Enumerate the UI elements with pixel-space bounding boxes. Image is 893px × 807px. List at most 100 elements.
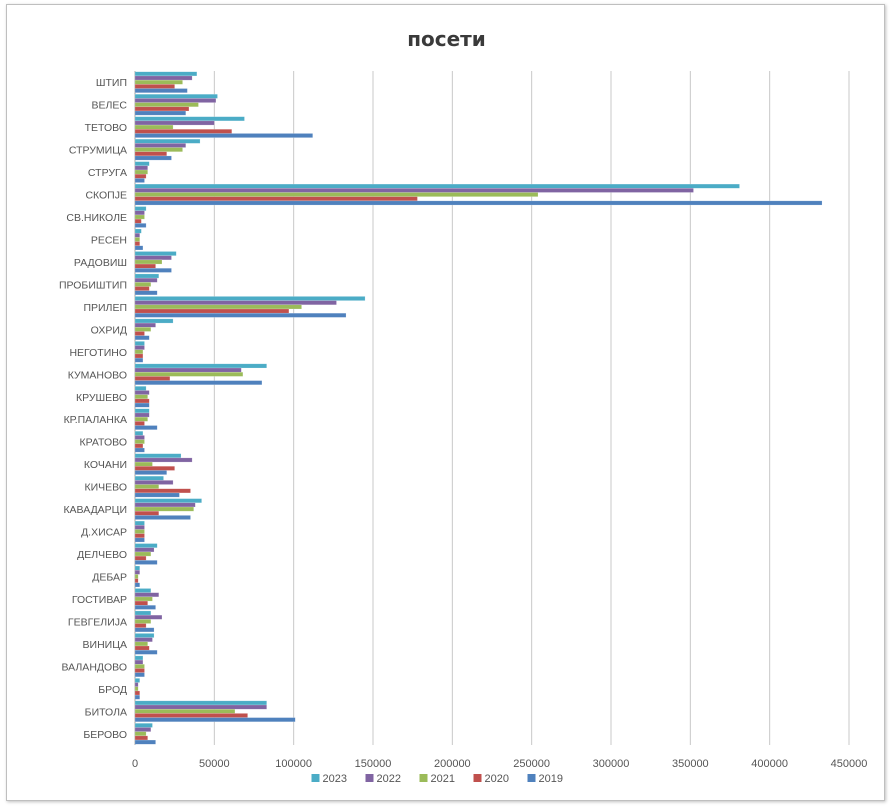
category-label: СВ.НИКОЛЕ <box>66 212 127 224</box>
bar-2022-ОХРИД <box>134 322 156 328</box>
bar-2022-БИТОЛА <box>134 704 267 710</box>
bar-2023-Д.ХИСАР <box>134 520 145 526</box>
tick-labels: 0 50000 100000 150000 200000 250000 300000 3500… <box>132 758 867 770</box>
bar-2022-ГОСТИВАР <box>134 592 160 598</box>
bar-2019-ШТИП <box>134 88 188 93</box>
bar-2022-ГЕВГЕЛИЈА <box>134 614 163 620</box>
bar-2023-РЕСЕН <box>134 228 142 234</box>
legend-swatch-2020 <box>473 774 482 782</box>
bar-2020-КРУШЕВО <box>134 398 150 404</box>
x-tick-label: 450000 <box>831 758 868 770</box>
bar-2020-РАДОВИШ <box>134 263 156 269</box>
bar-2020-СТРУГА <box>134 173 147 179</box>
bar-2020-ТЕТОВО <box>134 129 233 134</box>
category-label: КРАТОВО <box>79 437 127 449</box>
bar-2020-ПРИЛЕП <box>134 308 290 314</box>
bar-2022-РЕСЕН <box>134 232 141 238</box>
bar-2022-ВЕЛЕС <box>134 98 217 103</box>
bar-2019-НЕГОТИНО <box>134 357 144 363</box>
category-label: РАДОВИШ <box>74 257 127 269</box>
category-label: ШТИП <box>96 77 127 89</box>
category-label: ВЕЛЕС <box>92 100 128 112</box>
legend-swatch-2023 <box>311 774 320 782</box>
bar-2021-БЕРОВО <box>134 731 147 737</box>
bar-2020-Д.ХИСАР <box>134 533 145 539</box>
bar-2020-ГЕВГЕЛИЈА <box>134 623 147 628</box>
chart-title: посети <box>407 27 486 51</box>
bar-2023-КАВАДАРЦИ <box>134 498 202 504</box>
bar-2021-ПРИЛЕП <box>134 304 302 310</box>
bar-2023-ПРОБИШТИП <box>134 273 160 279</box>
legend-label-2019: 2019 <box>539 773 563 785</box>
bar-2021-СКОПЈЕ <box>134 192 539 197</box>
x-tick-label: 400000 <box>751 758 788 770</box>
bar-2020-ДЕБАР <box>134 578 139 584</box>
bar-2019-ТЕТОВО <box>134 133 313 138</box>
bar-2019-ОХРИД <box>134 335 150 341</box>
category-label: СТРУМИЦА <box>69 145 127 157</box>
bar-2021-КИЧЕВО <box>134 484 160 489</box>
bar-2022-КУМАНОВО <box>134 367 242 373</box>
gridlines <box>134 71 850 745</box>
bar-2022-СТРУМИЦА <box>134 143 187 148</box>
bar-2021-Д.ХИСАР <box>134 529 145 534</box>
category-label: КУМАНОВО <box>68 369 127 381</box>
bar-2023-БИТОЛА <box>134 700 267 706</box>
bar-2019-КУМАНОВО <box>134 380 263 386</box>
bar-2020-КОЧАНИ <box>134 466 175 471</box>
bar-2023-ВЕЛЕС <box>134 93 218 99</box>
bar-2023-КРУШЕВО <box>134 386 147 391</box>
bar-2021-ШТИП <box>134 79 183 85</box>
bar-2020-СВ.НИКОЛЕ <box>134 218 142 224</box>
category-label: КАВАДАРЦИ <box>63 504 127 516</box>
bar-2023-ШТИП <box>134 71 198 77</box>
bar-2021-ДЕБАР <box>134 574 139 579</box>
bar-2019-СКОПЈЕ <box>134 200 823 206</box>
category-label: ГОСТИВАР <box>72 594 127 606</box>
bar-2019-КОЧАНИ <box>134 470 167 475</box>
bar-2021-СТРУГА <box>134 169 148 175</box>
bar-2020-СТРУМИЦА <box>134 151 167 157</box>
bar-2020-ГОСТИВАР <box>134 600 148 606</box>
x-tick-label: 100000 <box>275 758 312 770</box>
bar-2022-ДЕБАР <box>134 569 141 575</box>
bar-2021-КРАТОВО <box>134 439 145 445</box>
legend-swatch-2022 <box>365 774 374 782</box>
bar-2020-НЕГОТИНО <box>134 353 144 359</box>
bar-2022-ДЕЛЧЕВО <box>134 547 155 553</box>
bar-2021-КУМАНОВО <box>134 371 244 377</box>
bar-2022-СКОПЈЕ <box>134 188 694 193</box>
category-label: ВИНИЦА <box>83 639 127 651</box>
x-tick-label: 0 <box>132 758 138 770</box>
bar-2021-КОЧАНИ <box>134 461 153 467</box>
bar-2022-КАВАДАРЦИ <box>134 502 196 508</box>
bar-2022-СТРУГА <box>134 165 148 171</box>
bar-2022-ПРИЛЕП <box>134 300 337 306</box>
bar-2021-РАДОВИШ <box>134 259 163 265</box>
chart-frame: посети ШТИП ВЕЛЕС ТЕТОВО СТРУМИЦА СТРУГА СКОП… <box>6 4 885 801</box>
bar-2021-КРУШЕВО <box>134 394 148 400</box>
bar-2021-НЕГОТИНО <box>134 349 144 355</box>
bar-2022-Д.ХИСАР <box>134 525 145 530</box>
bar-2023-НЕГОТИНО <box>134 341 145 346</box>
bar-2021-ВИНИЦА <box>134 641 148 647</box>
bar-2019-ВЕЛЕС <box>134 110 187 116</box>
bar-2020-СКОПЈЕ <box>134 196 418 202</box>
bar-2020-ДЕЛЧЕВО <box>134 555 147 561</box>
bar-2019-РАДОВИШ <box>134 268 172 273</box>
bar-2022-БЕРОВО <box>134 727 152 732</box>
bar-2021-ГЕВГЕЛИЈА <box>134 619 152 624</box>
bar-2023-СТРУМИЦА <box>134 138 201 144</box>
bar-2021-СТРУМИЦА <box>134 147 183 152</box>
bar-2023-КУМАНОВО <box>134 363 267 369</box>
bar-2019-ПРИЛЕП <box>134 312 347 318</box>
legend-label-2023: 2023 <box>323 773 347 785</box>
bar-2020-ПРОБИШТИП <box>134 286 150 291</box>
x-tick-label: 150000 <box>355 758 392 770</box>
bar-2019-Д.ХИСАР <box>134 537 145 543</box>
bar-2021-ПРОБИШТИП <box>134 282 152 287</box>
bar-2019-СВ.НИКОЛЕ <box>134 223 147 228</box>
bar-2019-БИТОЛА <box>134 717 296 723</box>
bar-2021-ТЕТОВО <box>134 124 174 130</box>
bar-2021-БРОД <box>134 686 139 692</box>
